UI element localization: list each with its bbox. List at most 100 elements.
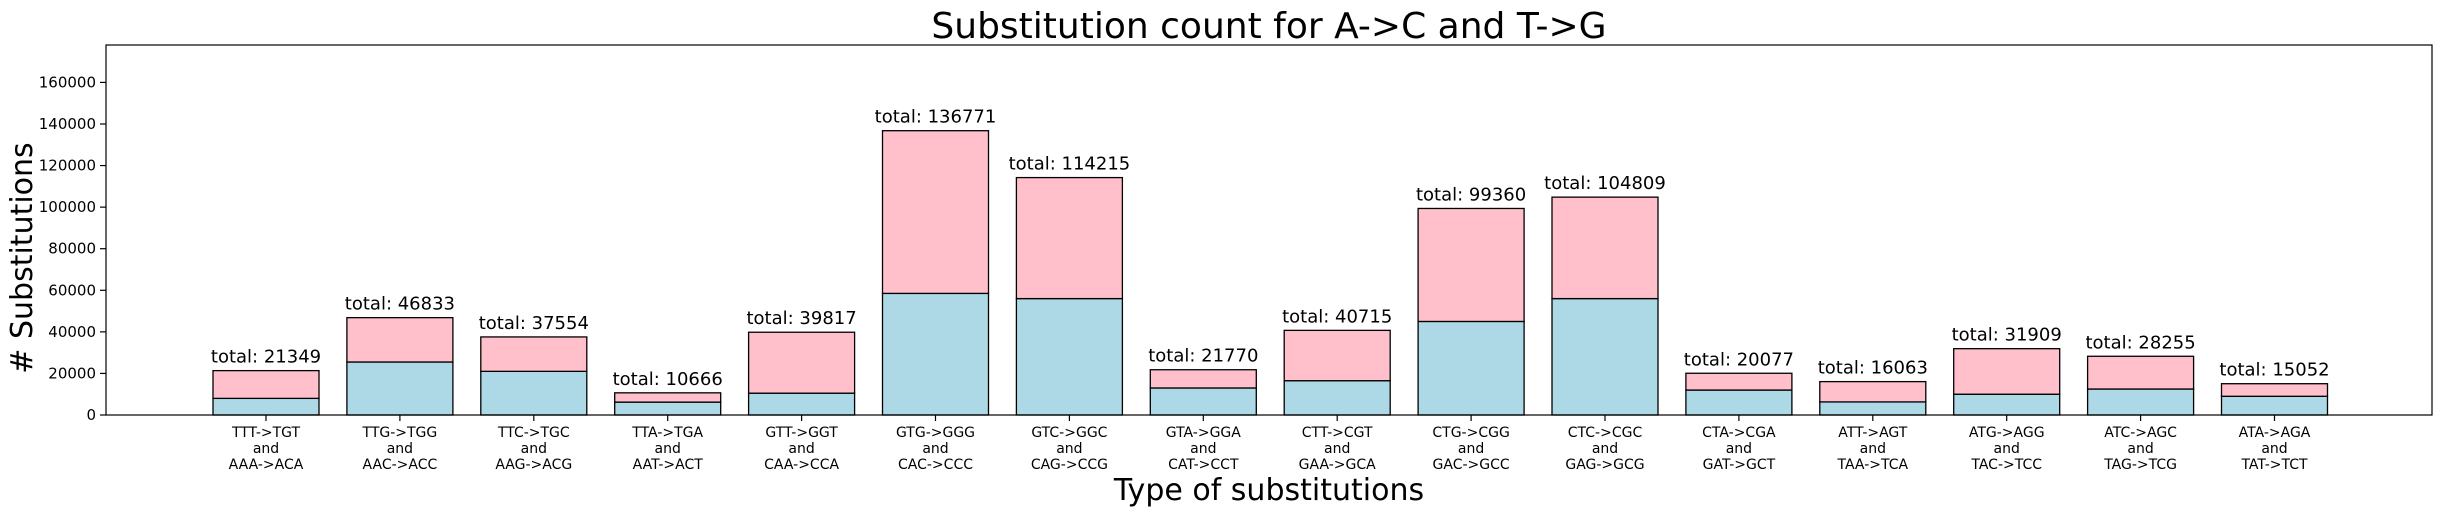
x-tick-label: AAA->ACA <box>229 457 304 473</box>
total-label: total: 10666 <box>613 369 723 390</box>
x-tick-label: and <box>1726 441 1752 457</box>
x-tick-label: AAG->ACG <box>495 457 572 473</box>
x-tick-label: TTG->TGG <box>362 425 438 441</box>
bar-segment-lower <box>1149 387 1257 416</box>
x-axis: TTT->TGTandAAA->ACATTG->TGGandAAC->ACCTT… <box>229 415 2311 473</box>
total-label: total: 15052 <box>2219 360 2329 381</box>
x-tick-label: and <box>655 441 681 457</box>
x-tick-label: and <box>1324 441 1350 457</box>
x-tick-label: and <box>922 441 948 457</box>
bar-segment-lower <box>1015 297 1124 416</box>
x-tick-label: and <box>2127 441 2153 457</box>
y-tick-label: 160000 <box>39 73 96 91</box>
bar-segment-lower <box>614 401 722 416</box>
bar-segment-upper <box>1953 348 2061 395</box>
total-label: total: 37554 <box>479 313 589 334</box>
x-tick-label: and <box>1592 441 1618 457</box>
bar-segment-lower <box>212 397 320 416</box>
total-label: total: 28255 <box>2085 332 2195 353</box>
bar-segment-lower <box>1417 320 1525 416</box>
x-tick-label: AAT->ACT <box>633 457 704 473</box>
bar-segment-lower <box>747 392 856 416</box>
x-tick-label: ATG->AGG <box>1969 425 2045 441</box>
y-tick-label: 100000 <box>39 198 96 216</box>
bar-segment-lower <box>881 292 990 416</box>
bar-segment-upper <box>480 336 588 372</box>
bar-segment-upper <box>1685 372 1793 391</box>
bar-segment-lower <box>2086 388 2195 416</box>
bar-segment-upper <box>1283 329 1391 382</box>
x-tick-label: GAA->GCA <box>1299 457 1376 473</box>
x-tick-label: GTA->GGA <box>1166 425 1242 441</box>
bar-segment-upper <box>212 369 320 400</box>
x-tick-label: and <box>1458 441 1484 457</box>
bar-segment-lower <box>2220 395 2329 416</box>
y-tick-label: 40000 <box>48 323 96 341</box>
x-tick-label: CTC->CGC <box>1568 425 1643 441</box>
x-tick-label: GTT->GGT <box>765 425 838 441</box>
x-tick-label: ATA->AGA <box>2239 425 2311 441</box>
x-tick-label: and <box>387 441 413 457</box>
total-label: total: 21770 <box>1148 346 1258 367</box>
bar-segment-upper <box>881 130 990 295</box>
y-tick-label: 80000 <box>48 240 96 258</box>
x-tick-label: TTA->TGA <box>631 425 703 441</box>
bar-segment-lower <box>1551 297 1659 416</box>
x-tick-label: AAC->ACC <box>363 457 438 473</box>
y-axis-title: # Substitutions <box>5 142 40 373</box>
x-tick-label: TAC->TCC <box>1970 457 2042 473</box>
chart-title: Substitution count for A->C and T->G <box>931 6 1606 47</box>
x-tick-label: and <box>521 441 547 457</box>
x-tick-label: TAT->TCT <box>2240 457 2308 473</box>
total-label: total: 46833 <box>345 294 455 315</box>
x-tick-label: GAG->GCG <box>1565 457 1644 473</box>
x-tick-label: and <box>1190 441 1216 457</box>
plot-frame <box>105 44 2433 416</box>
total-label: total: 114215 <box>1009 154 1131 175</box>
x-tick-label: TAG->TCG <box>2103 457 2177 473</box>
x-tick-label: and <box>1994 441 2020 457</box>
bar-segment-upper <box>2220 383 2329 397</box>
total-label: total: 20077 <box>1684 349 1794 370</box>
bar-segment-upper <box>1551 196 1659 300</box>
y-axis: 0 20000 40000 60000 80000 100000 120000 140000 1… <box>39 73 106 424</box>
total-label: total: 21349 <box>211 347 321 368</box>
x-tick-label: TAA->TCA <box>1837 457 1909 473</box>
x-tick-label: GAT->GCT <box>1703 457 1776 473</box>
bar-segment-lower <box>1819 401 1927 416</box>
x-tick-label: GTG->GGG <box>896 425 975 441</box>
total-label: total: 99360 <box>1416 184 1526 205</box>
bar-segment-lower <box>1953 393 2061 416</box>
x-tick-label: CAA->CCA <box>764 457 839 473</box>
total-label: total: 31909 <box>1952 325 2062 346</box>
y-tick-label: 20000 <box>48 364 96 382</box>
x-tick-label: and <box>1860 441 1886 457</box>
x-tick-label: CAG->CCG <box>1031 457 1108 473</box>
y-tick-label: 60000 <box>48 281 96 299</box>
bar-segment-upper <box>1417 207 1525 323</box>
x-tick-label: and <box>253 441 279 457</box>
x-tick-label: GAC->GCC <box>1433 457 1510 473</box>
bar-segment-lower <box>346 361 454 416</box>
bar-segment-upper <box>1819 380 1927 403</box>
x-tick-label: CTA->CGA <box>1702 425 1776 441</box>
bars: total: 21349 total: 46833 total: 37554 tota… <box>211 107 2330 416</box>
bar-segment-upper <box>747 331 856 394</box>
total-label: total: 40715 <box>1282 306 1392 327</box>
x-tick-label: CAT->CCT <box>1168 457 1239 473</box>
total-label: total: 104809 <box>1544 173 1666 194</box>
x-tick-label: CTG->CGG <box>1432 425 1509 441</box>
bar-segment-upper <box>346 317 454 363</box>
bar-segment-upper <box>614 392 722 403</box>
bar-segment-lower <box>1685 389 1793 416</box>
total-label: total: 39817 <box>746 308 856 329</box>
y-tick-label: 0 <box>86 406 96 424</box>
y-tick-label: 120000 <box>39 157 96 175</box>
x-tick-label: TTT->TGT <box>231 425 301 441</box>
x-tick-label: and <box>2261 441 2287 457</box>
x-tick-label: GTC->GGC <box>1031 425 1107 441</box>
x-tick-label: ATT->AGT <box>1838 425 1908 441</box>
bar-segment-upper <box>2086 355 2195 390</box>
bar-segment-lower <box>1283 380 1391 416</box>
